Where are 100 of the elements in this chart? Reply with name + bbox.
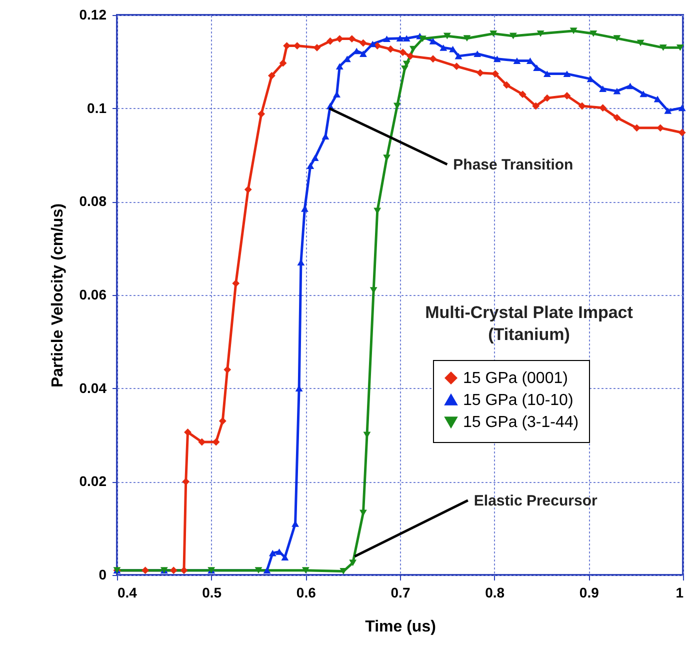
point (232, 280, 240, 288)
point (349, 560, 357, 566)
annotation: Elastic Precursor (474, 492, 598, 510)
point (452, 62, 460, 70)
point (640, 90, 648, 98)
point (212, 438, 220, 446)
point (326, 37, 334, 45)
point (659, 44, 667, 51)
point (429, 38, 437, 44)
point (281, 554, 289, 560)
point (656, 124, 664, 132)
y-tick-label: 0.1 (87, 100, 107, 116)
point (180, 566, 188, 574)
point (399, 48, 407, 56)
x-tick-label: 0.4 (118, 584, 138, 600)
text: Multi-Crystal Plate Impact (Titanium) (425, 303, 634, 344)
point (613, 88, 621, 94)
point (313, 44, 321, 52)
point (406, 52, 414, 60)
point (543, 70, 551, 78)
point (513, 58, 521, 64)
point (613, 114, 621, 122)
point (383, 36, 390, 42)
y-tick-label: 0 (98, 566, 107, 582)
point (440, 44, 448, 51)
point (263, 567, 271, 574)
point (678, 128, 686, 136)
point (396, 35, 404, 42)
x-tick-label: 0.6 (296, 584, 316, 600)
legend-label: 15 GPa (10-10) (463, 392, 574, 409)
x-tick-label: 0.9 (579, 584, 600, 600)
point (410, 46, 417, 52)
x-tick-label: 0.5 (202, 584, 222, 600)
point (360, 39, 367, 47)
point (490, 30, 498, 37)
point (518, 90, 526, 98)
point (443, 32, 451, 40)
y-axis-title: Particle Velocity (cm/us) (49, 203, 66, 388)
point (502, 81, 510, 89)
point (563, 70, 571, 78)
point (336, 63, 344, 70)
point (360, 50, 367, 57)
point (543, 94, 551, 102)
point (633, 124, 640, 132)
point (386, 45, 394, 53)
point (302, 567, 310, 574)
point (311, 154, 319, 162)
point (279, 59, 287, 67)
point (509, 32, 517, 40)
point (676, 44, 684, 51)
point (636, 40, 644, 46)
point (613, 35, 621, 42)
point (268, 72, 276, 80)
point (578, 102, 586, 110)
point (418, 36, 426, 42)
y-tick-label: 0.08 (79, 193, 107, 210)
point (224, 366, 232, 374)
point (244, 186, 252, 194)
y-tick-label: 0.12 (79, 6, 107, 22)
point (664, 107, 672, 114)
point (218, 417, 226, 425)
point (532, 102, 540, 110)
point (184, 428, 192, 436)
x-tick-label: 0.8 (485, 584, 505, 600)
x-axis-title: Time (us) (365, 618, 436, 636)
legend-label: 15 GPa (0001) (463, 370, 568, 387)
point (402, 35, 410, 42)
point (526, 58, 534, 64)
point (258, 110, 266, 118)
point (654, 96, 662, 102)
legend-label: 15 GPa (3-1-44) (463, 414, 579, 431)
x-tick-label: 0.7 (390, 584, 410, 600)
point (306, 162, 314, 169)
point (599, 86, 607, 92)
point (570, 28, 578, 34)
point (626, 82, 634, 90)
point (454, 52, 462, 60)
y-tick-label: 0.02 (79, 473, 107, 490)
point (449, 46, 457, 52)
point (268, 550, 276, 556)
point (463, 35, 471, 42)
point (254, 567, 262, 574)
point (182, 478, 190, 486)
point (474, 50, 482, 57)
point (590, 30, 598, 37)
point (533, 64, 540, 71)
annotation: Phase Transition (453, 156, 574, 174)
point (170, 566, 178, 574)
point (492, 70, 499, 78)
point (429, 55, 437, 63)
y-tick-label: 0.06 (79, 286, 107, 302)
point (142, 566, 150, 574)
x-tick-label: 1 (676, 584, 684, 600)
point (563, 92, 571, 100)
y-tick-label: 0.04 (79, 380, 107, 396)
point (493, 56, 501, 62)
point (599, 104, 607, 112)
point (536, 30, 544, 37)
point (476, 69, 484, 77)
point (678, 104, 686, 112)
